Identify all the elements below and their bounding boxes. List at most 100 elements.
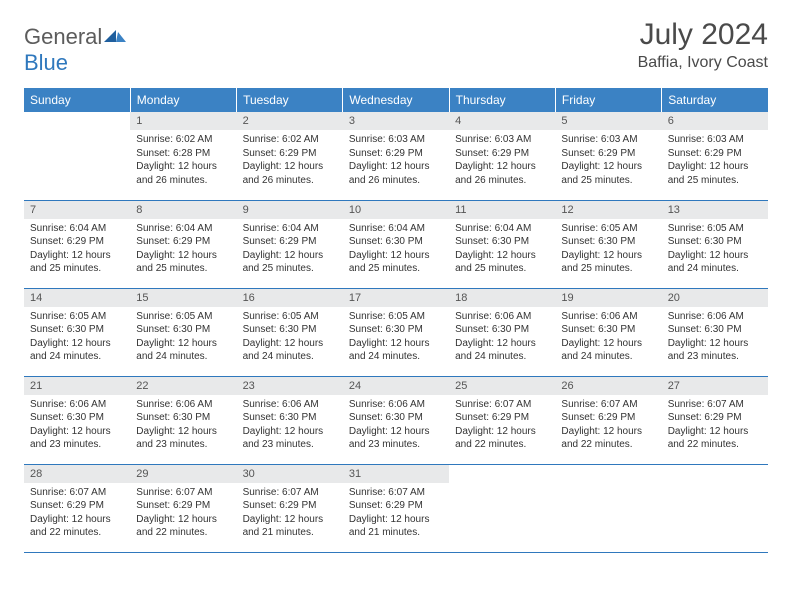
day-number: 5 (555, 112, 661, 130)
day-number: 14 (24, 289, 130, 307)
calendar-day-cell: 4Sunrise: 6:03 AMSunset: 6:29 PMDaylight… (449, 112, 555, 200)
day-body: Sunrise: 6:03 AMSunset: 6:29 PMDaylight:… (343, 130, 449, 193)
day-number: 20 (662, 289, 768, 307)
calendar-day-cell: 18Sunrise: 6:06 AMSunset: 6:30 PMDayligh… (449, 288, 555, 376)
day-body: Sunrise: 6:06 AMSunset: 6:30 PMDaylight:… (237, 395, 343, 458)
calendar-week-row: 14Sunrise: 6:05 AMSunset: 6:30 PMDayligh… (24, 288, 768, 376)
day-body: Sunrise: 6:06 AMSunset: 6:30 PMDaylight:… (343, 395, 449, 458)
day-number: 25 (449, 377, 555, 395)
calendar-day-cell: 7Sunrise: 6:04 AMSunset: 6:29 PMDaylight… (24, 200, 130, 288)
day-number: 3 (343, 112, 449, 130)
day-number: 13 (662, 201, 768, 219)
day-number: 10 (343, 201, 449, 219)
calendar-day-cell: 14Sunrise: 6:05 AMSunset: 6:30 PMDayligh… (24, 288, 130, 376)
day-body: Sunrise: 6:07 AMSunset: 6:29 PMDaylight:… (130, 483, 236, 546)
day-number: 29 (130, 465, 236, 483)
calendar-day-cell: 10Sunrise: 6:04 AMSunset: 6:30 PMDayligh… (343, 200, 449, 288)
calendar-day-cell: 6Sunrise: 6:03 AMSunset: 6:29 PMDaylight… (662, 112, 768, 200)
weekday-header: Sunday (24, 88, 130, 112)
calendar-day-cell: 29Sunrise: 6:07 AMSunset: 6:29 PMDayligh… (130, 464, 236, 552)
day-body: Sunrise: 6:02 AMSunset: 6:28 PMDaylight:… (130, 130, 236, 193)
calendar-day-cell: 23Sunrise: 6:06 AMSunset: 6:30 PMDayligh… (237, 376, 343, 464)
day-number: 6 (662, 112, 768, 130)
logo-flag-icon (104, 28, 126, 49)
day-body: Sunrise: 6:05 AMSunset: 6:30 PMDaylight:… (555, 219, 661, 282)
calendar-week-row: 28Sunrise: 6:07 AMSunset: 6:29 PMDayligh… (24, 464, 768, 552)
calendar-day-cell: 5Sunrise: 6:03 AMSunset: 6:29 PMDaylight… (555, 112, 661, 200)
calendar-day-cell: 9Sunrise: 6:04 AMSunset: 6:29 PMDaylight… (237, 200, 343, 288)
day-body: Sunrise: 6:05 AMSunset: 6:30 PMDaylight:… (130, 307, 236, 370)
calendar-day-cell: 3Sunrise: 6:03 AMSunset: 6:29 PMDaylight… (343, 112, 449, 200)
calendar-day-cell (24, 112, 130, 200)
calendar-day-cell: 13Sunrise: 6:05 AMSunset: 6:30 PMDayligh… (662, 200, 768, 288)
calendar-day-cell: 8Sunrise: 6:04 AMSunset: 6:29 PMDaylight… (130, 200, 236, 288)
location: Baffia, Ivory Coast (638, 54, 768, 72)
day-number: 11 (449, 201, 555, 219)
day-number: 26 (555, 377, 661, 395)
day-number: 27 (662, 377, 768, 395)
weekday-header: Friday (555, 88, 661, 112)
day-number: 17 (343, 289, 449, 307)
logo-word1: General (24, 24, 102, 49)
day-body: Sunrise: 6:07 AMSunset: 6:29 PMDaylight:… (24, 483, 130, 546)
calendar-day-cell: 19Sunrise: 6:06 AMSunset: 6:30 PMDayligh… (555, 288, 661, 376)
day-number: 16 (237, 289, 343, 307)
day-number: 1 (130, 112, 236, 130)
day-body: Sunrise: 6:04 AMSunset: 6:30 PMDaylight:… (449, 219, 555, 282)
calendar-day-cell: 26Sunrise: 6:07 AMSunset: 6:29 PMDayligh… (555, 376, 661, 464)
calendar-week-row: 1Sunrise: 6:02 AMSunset: 6:28 PMDaylight… (24, 112, 768, 200)
calendar-table: SundayMondayTuesdayWednesdayThursdayFrid… (24, 88, 768, 553)
header: General Blue July 2024 Baffia, Ivory Coa… (24, 18, 768, 76)
calendar-day-cell (449, 464, 555, 552)
day-body: Sunrise: 6:06 AMSunset: 6:30 PMDaylight:… (130, 395, 236, 458)
day-body: Sunrise: 6:05 AMSunset: 6:30 PMDaylight:… (24, 307, 130, 370)
weekday-header: Tuesday (237, 88, 343, 112)
day-body: Sunrise: 6:07 AMSunset: 6:29 PMDaylight:… (662, 395, 768, 458)
calendar-day-cell: 27Sunrise: 6:07 AMSunset: 6:29 PMDayligh… (662, 376, 768, 464)
calendar-day-cell (555, 464, 661, 552)
day-body: Sunrise: 6:05 AMSunset: 6:30 PMDaylight:… (237, 307, 343, 370)
day-body: Sunrise: 6:05 AMSunset: 6:30 PMDaylight:… (662, 219, 768, 282)
day-number: 18 (449, 289, 555, 307)
calendar-day-cell: 28Sunrise: 6:07 AMSunset: 6:29 PMDayligh… (24, 464, 130, 552)
calendar-day-cell: 15Sunrise: 6:05 AMSunset: 6:30 PMDayligh… (130, 288, 236, 376)
day-body: Sunrise: 6:07 AMSunset: 6:29 PMDaylight:… (237, 483, 343, 546)
day-number: 24 (343, 377, 449, 395)
month-title: July 2024 (638, 18, 768, 52)
calendar-day-cell: 30Sunrise: 6:07 AMSunset: 6:29 PMDayligh… (237, 464, 343, 552)
day-body: Sunrise: 6:02 AMSunset: 6:29 PMDaylight:… (237, 130, 343, 193)
calendar-day-cell: 17Sunrise: 6:05 AMSunset: 6:30 PMDayligh… (343, 288, 449, 376)
calendar-day-cell: 12Sunrise: 6:05 AMSunset: 6:30 PMDayligh… (555, 200, 661, 288)
day-body: Sunrise: 6:07 AMSunset: 6:29 PMDaylight:… (343, 483, 449, 546)
calendar-day-cell: 21Sunrise: 6:06 AMSunset: 6:30 PMDayligh… (24, 376, 130, 464)
day-number: 9 (237, 201, 343, 219)
calendar-body: 1Sunrise: 6:02 AMSunset: 6:28 PMDaylight… (24, 112, 768, 552)
weekday-header-row: SundayMondayTuesdayWednesdayThursdayFrid… (24, 88, 768, 112)
calendar-day-cell: 24Sunrise: 6:06 AMSunset: 6:30 PMDayligh… (343, 376, 449, 464)
calendar-day-cell (662, 464, 768, 552)
day-number: 23 (237, 377, 343, 395)
day-number: 19 (555, 289, 661, 307)
calendar-day-cell: 20Sunrise: 6:06 AMSunset: 6:30 PMDayligh… (662, 288, 768, 376)
day-number: 7 (24, 201, 130, 219)
day-number: 4 (449, 112, 555, 130)
weekday-header: Monday (130, 88, 236, 112)
logo: General Blue (24, 24, 126, 76)
day-body: Sunrise: 6:07 AMSunset: 6:29 PMDaylight:… (555, 395, 661, 458)
calendar-day-cell: 16Sunrise: 6:05 AMSunset: 6:30 PMDayligh… (237, 288, 343, 376)
day-body: Sunrise: 6:04 AMSunset: 6:29 PMDaylight:… (237, 219, 343, 282)
day-body: Sunrise: 6:05 AMSunset: 6:30 PMDaylight:… (343, 307, 449, 370)
calendar-day-cell: 22Sunrise: 6:06 AMSunset: 6:30 PMDayligh… (130, 376, 236, 464)
day-body: Sunrise: 6:06 AMSunset: 6:30 PMDaylight:… (449, 307, 555, 370)
day-body: Sunrise: 6:06 AMSunset: 6:30 PMDaylight:… (662, 307, 768, 370)
calendar-week-row: 21Sunrise: 6:06 AMSunset: 6:30 PMDayligh… (24, 376, 768, 464)
day-number: 8 (130, 201, 236, 219)
day-number: 31 (343, 465, 449, 483)
day-number: 22 (130, 377, 236, 395)
day-body: Sunrise: 6:06 AMSunset: 6:30 PMDaylight:… (555, 307, 661, 370)
calendar-day-cell: 11Sunrise: 6:04 AMSunset: 6:30 PMDayligh… (449, 200, 555, 288)
day-number: 30 (237, 465, 343, 483)
calendar-day-cell: 1Sunrise: 6:02 AMSunset: 6:28 PMDaylight… (130, 112, 236, 200)
calendar-day-cell: 31Sunrise: 6:07 AMSunset: 6:29 PMDayligh… (343, 464, 449, 552)
weekday-header: Thursday (449, 88, 555, 112)
